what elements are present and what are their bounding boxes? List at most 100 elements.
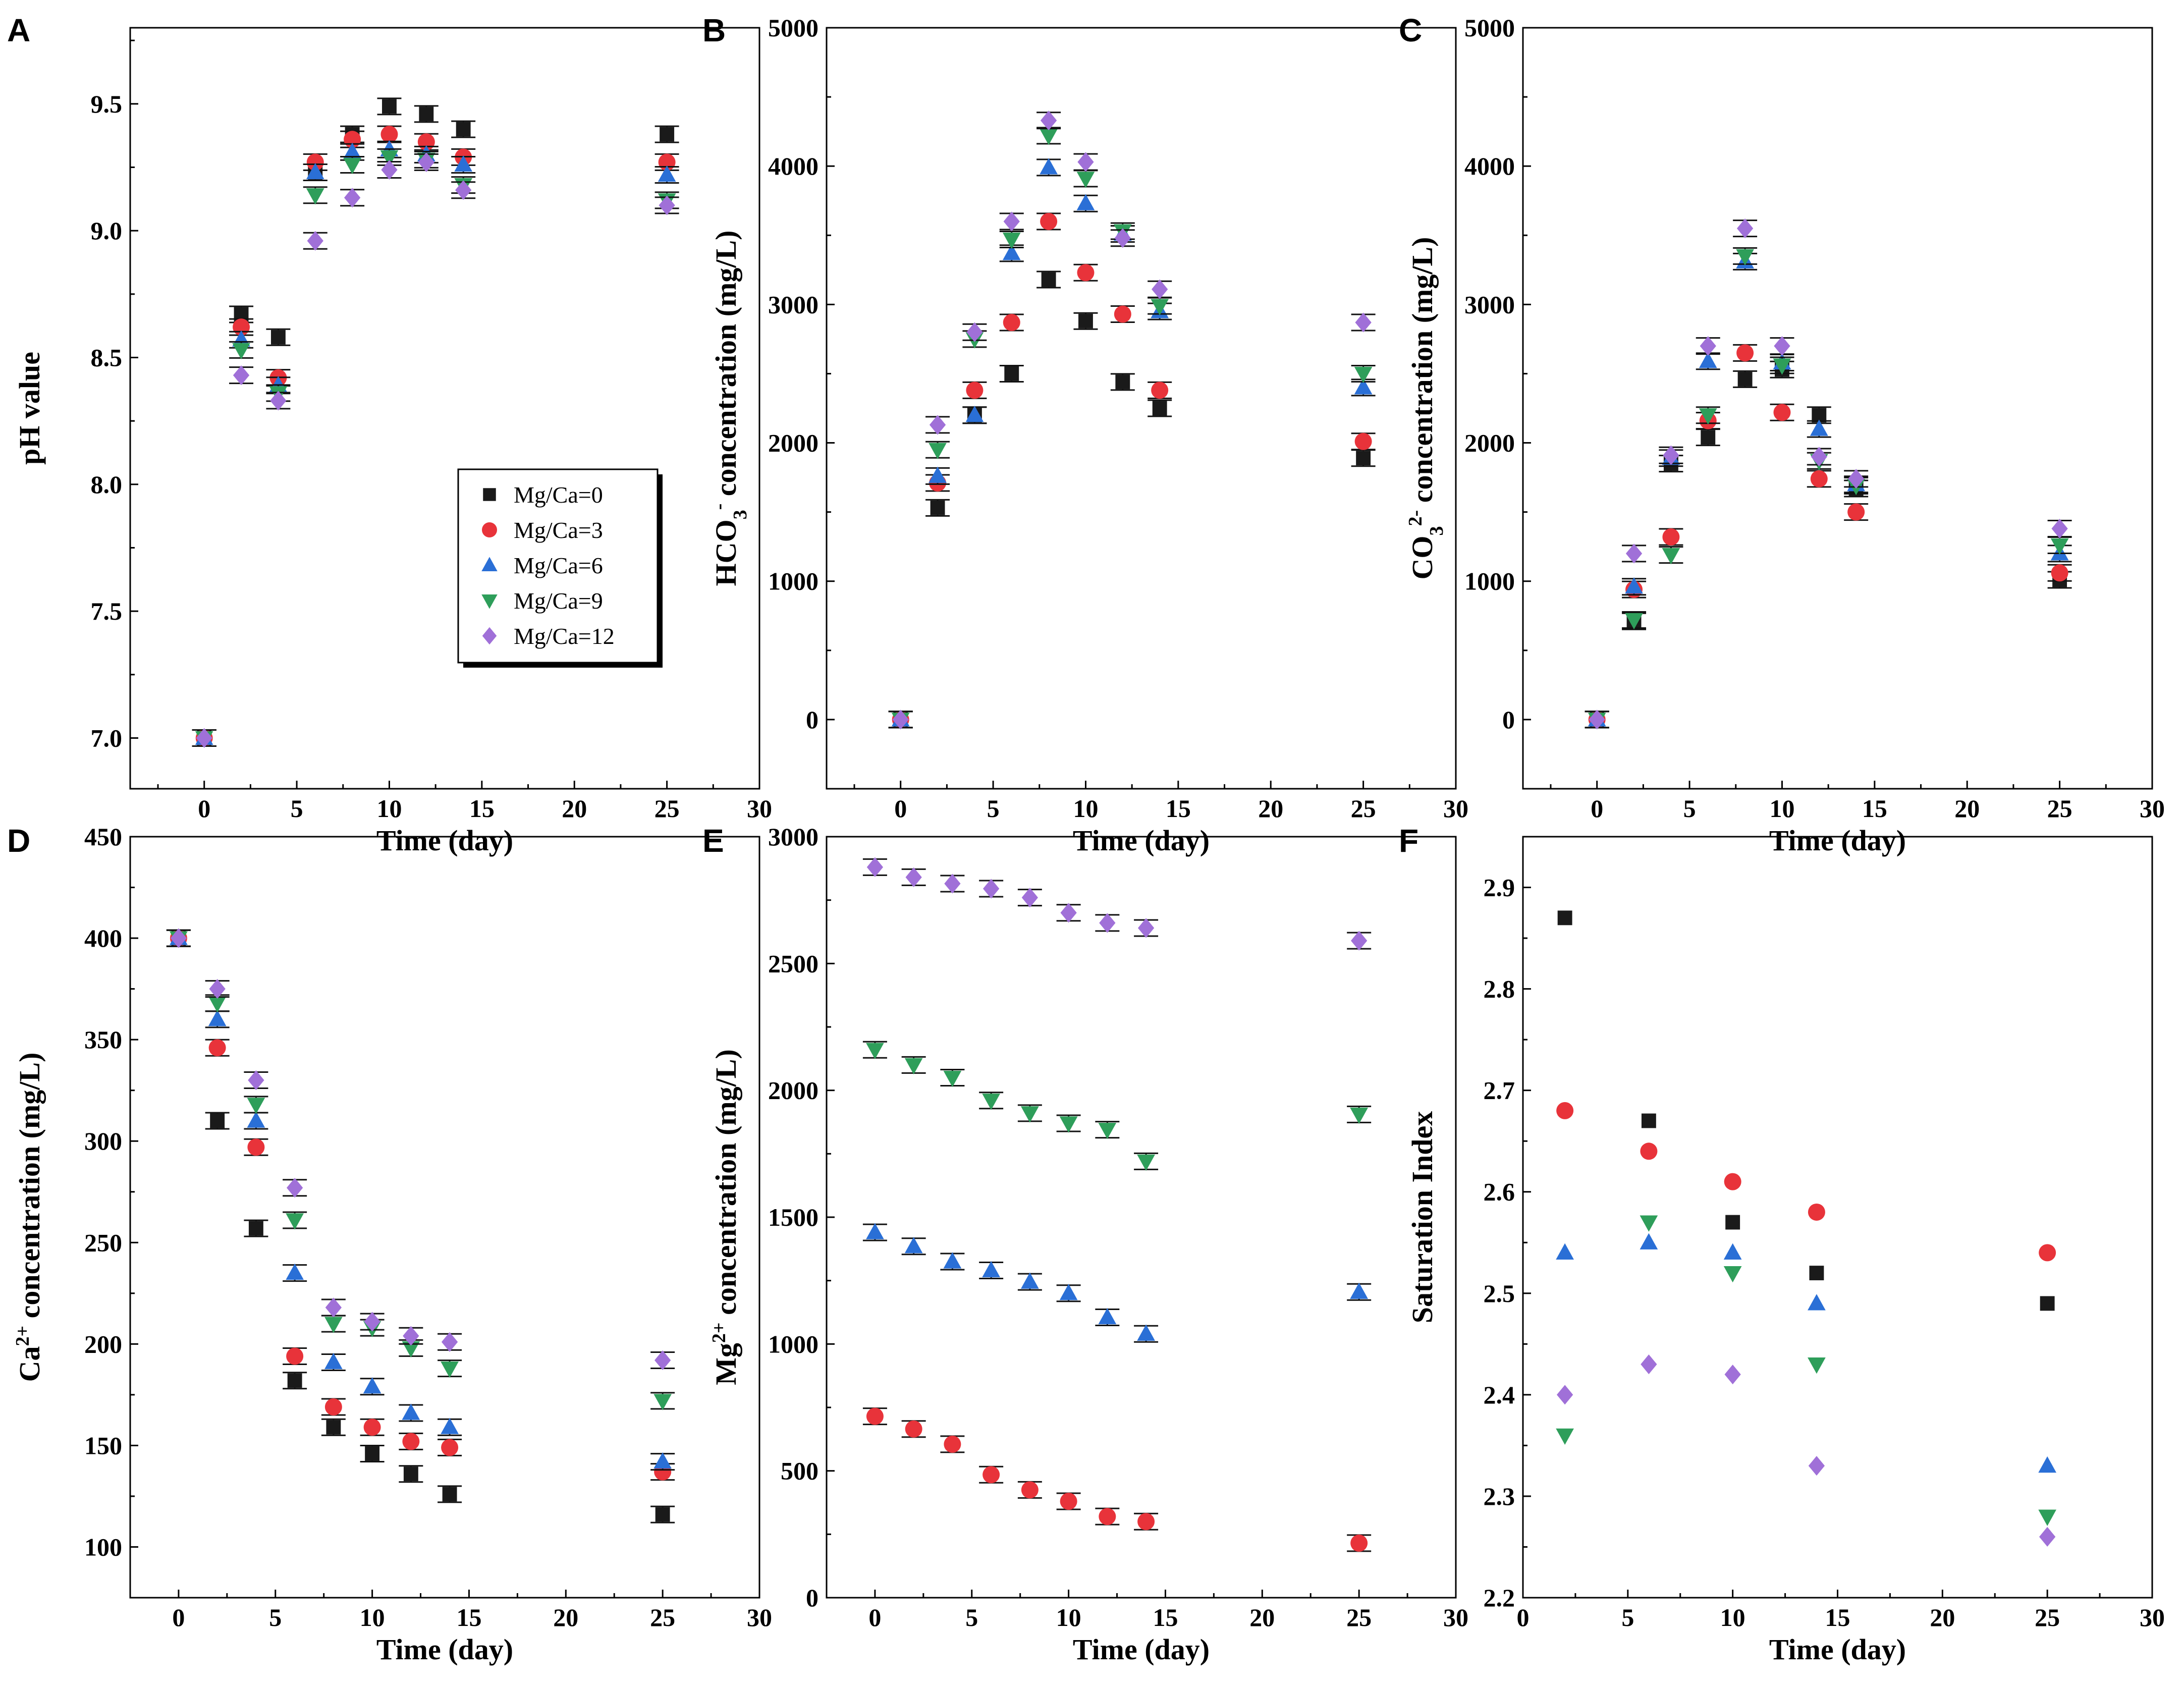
data-point: [1811, 447, 1827, 467]
y-tick-label: 300: [84, 1127, 122, 1155]
panels-root: A 0 5 10 15 20 25 30 7.0 7.5 8.0 8.5 9.0 9.5 Time (day…: [7, 12, 2165, 1666]
y-tick-label: 2000: [1464, 429, 1515, 457]
plot-frame: [826, 836, 1457, 1599]
plot-frame: [1522, 27, 2153, 790]
data-point: [1736, 219, 1754, 239]
data-point: [1640, 1143, 1658, 1160]
data-point: [1808, 1203, 1825, 1221]
x-tick-label: 15: [1166, 794, 1191, 823]
legend: Mg/Ca=0 Mg/Ca=3 Mg/Ca=6 Mg/Ca=9 Mg/Ca=12: [457, 468, 663, 668]
x-tick-label: 30: [747, 794, 772, 823]
x-tick-label: 10: [1073, 794, 1098, 823]
data-point: [364, 1312, 380, 1332]
x-tick-label: 10: [1056, 1603, 1081, 1631]
x-tick-label: 15: [469, 794, 495, 823]
data-point: [866, 857, 884, 877]
y-tick-label: 4000: [1464, 152, 1515, 180]
data-point: [1557, 910, 1572, 926]
legend-marker: [481, 594, 498, 609]
data-point: [658, 165, 676, 182]
y-tick-label: 2.8: [1484, 975, 1515, 1003]
series-mg-ca-3: [862, 1407, 1372, 1552]
series-mg-ca-6: [166, 929, 675, 1471]
data-point: [966, 322, 983, 342]
data-point: [1662, 548, 1680, 565]
data-point: [2040, 1296, 2055, 1311]
y-tick-label: 500: [781, 1457, 818, 1485]
y-tick-label: 450: [84, 823, 122, 851]
data-point: [1699, 408, 1717, 425]
series-mg-ca-3: [1585, 344, 2072, 729]
x-tick-label: 10: [1769, 794, 1794, 823]
data-point: [1114, 305, 1131, 323]
data-point: [1354, 432, 1372, 450]
y-tick-label: 2500: [768, 949, 818, 977]
series-mg-ca-9: [1556, 1215, 2057, 1526]
data-point: [247, 1098, 265, 1114]
data-point: [1662, 528, 1680, 546]
data-point: [1137, 918, 1155, 938]
data-point: [660, 127, 675, 142]
data-point: [1059, 1116, 1078, 1133]
x-tick-label: 30: [2140, 1603, 2165, 1631]
data-point: [441, 1361, 459, 1378]
data-point: [1350, 1107, 1369, 1124]
y-tick-label: 3000: [1464, 290, 1515, 318]
data-point: [232, 343, 250, 360]
panel-c: C 0 5 10 15 20 25 30 0 1000 2000 3000 4000 5000 Time (…: [1399, 12, 2165, 857]
data-point: [1640, 1215, 1658, 1232]
data-point: [866, 1043, 884, 1059]
data-point: [943, 1252, 962, 1269]
x-tick-label: 20: [553, 1603, 578, 1631]
series-mg-ca-9: [1585, 247, 2072, 729]
data-point: [343, 157, 361, 175]
data-point: [1774, 336, 1790, 356]
plot-frame: [129, 27, 760, 790]
data-point: [1151, 299, 1169, 315]
data-point: [866, 1223, 884, 1239]
data-point: [982, 1261, 1000, 1278]
data-point: [170, 928, 187, 948]
panel-letter: D: [7, 823, 30, 859]
data-point: [1137, 1154, 1155, 1171]
data-point: [306, 153, 324, 171]
data-point: [363, 1377, 381, 1394]
y-tick-label: 1500: [768, 1203, 818, 1231]
legend-label: Mg/Ca=3: [514, 517, 603, 543]
y-tick-label: 9.0: [91, 216, 123, 245]
data-point: [930, 500, 945, 515]
data-point: [892, 710, 909, 730]
data-point: [1725, 1215, 1740, 1230]
data-point: [402, 1403, 420, 1420]
panel-letter: A: [7, 12, 30, 48]
x-tick-label: 20: [1930, 1603, 1955, 1631]
data-point: [324, 1352, 343, 1370]
data-point: [1810, 419, 1828, 436]
data-point: [1099, 913, 1116, 933]
x-tick-label: 5: [291, 794, 303, 823]
panel-letter: F: [1399, 823, 1418, 859]
y-tick-label: 7.0: [91, 724, 123, 752]
y-axis-title: Saturation Index: [1406, 1111, 1439, 1324]
data-point: [1041, 272, 1056, 287]
data-point: [402, 1341, 420, 1358]
series-mg-ca-9: [166, 929, 675, 1410]
data-point: [905, 867, 922, 887]
series-mg-ca-6: [888, 158, 1376, 729]
x-tick-label: 15: [1825, 1603, 1850, 1631]
data-point: [1354, 378, 1373, 395]
data-point: [286, 1178, 303, 1198]
x-tick-label: 10: [360, 1603, 385, 1631]
data-point: [1556, 1102, 1574, 1119]
plot-frame: [129, 836, 760, 1599]
data-point: [944, 874, 961, 894]
data-point: [324, 1317, 343, 1333]
x-axis-title: Time (day): [1769, 1633, 1906, 1666]
y-tick-label: 400: [84, 924, 122, 952]
data-point: [1625, 613, 1643, 630]
data-point: [1699, 352, 1717, 368]
data-point: [982, 1094, 1000, 1110]
y-axis-title: pH value: [13, 352, 46, 465]
x-axis-title: Time (day): [1769, 824, 1906, 857]
data-point: [655, 1507, 670, 1522]
